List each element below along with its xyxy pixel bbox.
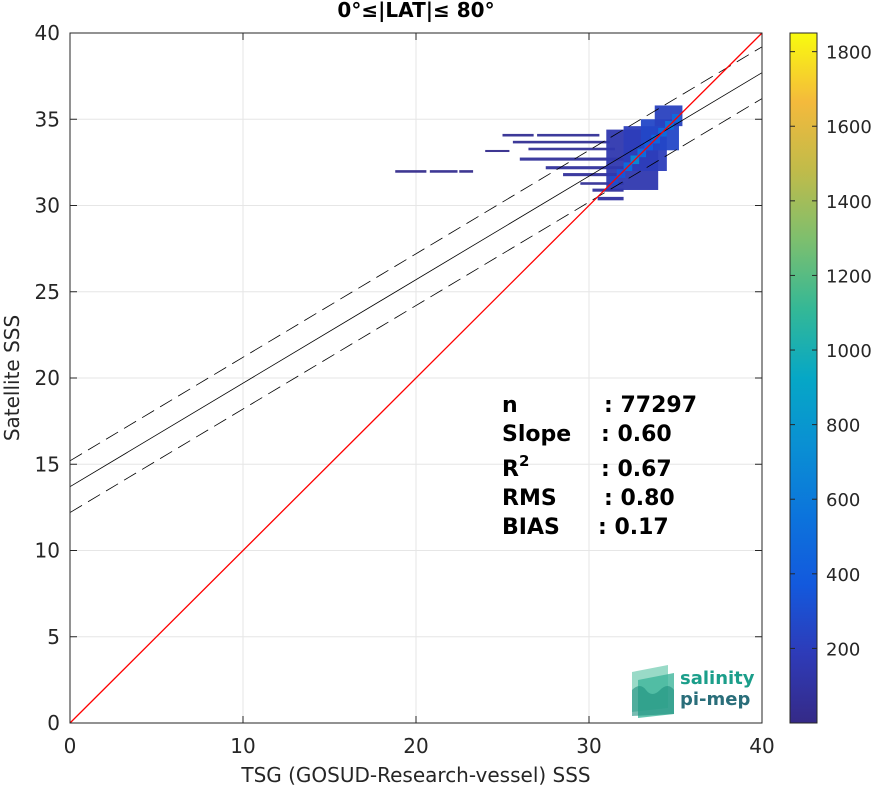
x-tick-label: 10	[230, 734, 255, 758]
y-axis-ticks: 0 5 10 15 20 25 30 35 40	[35, 21, 762, 735]
stat-value: : 77297	[604, 393, 697, 418]
y-tick-label: 0	[47, 711, 60, 735]
stat-label: RMS	[502, 486, 557, 511]
one-to-one-line	[69, 32, 763, 724]
stat-value: : 0.67	[601, 457, 672, 482]
density-cell	[537, 133, 600, 137]
density-cell	[528, 147, 615, 151]
density-cell	[519, 157, 624, 161]
density-cell	[502, 133, 534, 137]
logo-line1: salinity	[680, 668, 755, 689]
y-tick-label: 35	[35, 107, 60, 131]
density-cell	[597, 196, 624, 201]
density-cell	[429, 170, 458, 173]
colorbar-tick-label: 1400	[826, 192, 872, 213]
stat-label-superscript: 2	[519, 452, 529, 470]
colorbar-tick-label: 600	[826, 490, 860, 511]
colorbar-tick-label: 400	[826, 565, 860, 586]
colorbar	[789, 32, 818, 724]
colorbar-tick-label: 800	[826, 416, 860, 437]
stat-value: : 0.17	[598, 515, 669, 540]
density-cell	[485, 149, 510, 153]
fit-line	[69, 72, 763, 488]
y-tick-label: 30	[35, 194, 60, 218]
chart-title: 0°≤|LAT|≤ 80°	[337, 0, 494, 22]
stat-value: : 0.60	[601, 422, 672, 447]
density-cell	[545, 166, 629, 170]
y-tick-label: 5	[47, 625, 60, 649]
colorbar-ticks: 200 400 600 800 1000 1200 1400 1600 1800	[790, 43, 872, 660]
colorbar-tick-label: 1800	[826, 43, 872, 64]
x-axis-label: TSG (GOSUD-Research-vessel) SSS	[240, 763, 590, 787]
colorbar-tick-label: 1200	[826, 266, 872, 287]
density-cell	[592, 188, 624, 192]
density-cell	[459, 170, 474, 173]
logo-line2: pi-mep	[680, 689, 750, 710]
regression-lines	[69, 32, 763, 724]
x-tick-label: 0	[64, 734, 77, 758]
logo-wave-icon	[632, 665, 674, 718]
x-tick-label: 30	[576, 734, 601, 758]
x-tick-label: 40	[749, 734, 774, 758]
stat-label: n	[502, 393, 518, 418]
stat-label: BIAS	[502, 515, 560, 540]
y-tick-label: 25	[35, 280, 60, 304]
density-cell	[580, 182, 624, 185]
stat-value: : 0.80	[604, 486, 675, 511]
density-cell	[563, 173, 624, 177]
density-cell	[512, 140, 610, 144]
salinity-pi-mep-logo: salinity pi-mep	[632, 665, 755, 718]
stat-label: Slope	[502, 422, 571, 447]
fit-upper-dashed-line	[69, 46, 763, 462]
colorbar-tick-label: 1000	[826, 341, 872, 362]
x-axis-ticks: 0 10 20 30 40	[64, 33, 775, 758]
y-tick-label: 10	[35, 539, 60, 563]
y-tick-label: 15	[35, 452, 60, 476]
y-tick-label: 20	[35, 366, 60, 390]
colorbar-tick-label: 1600	[826, 117, 872, 138]
colorbar-tick-label: 200	[826, 639, 860, 660]
x-tick-label: 20	[403, 734, 428, 758]
density-cell	[395, 170, 427, 173]
fit-lower-dashed-line	[69, 98, 763, 513]
y-axis-label: Satellite SSS	[0, 315, 24, 441]
y-tick-label: 40	[35, 21, 60, 45]
